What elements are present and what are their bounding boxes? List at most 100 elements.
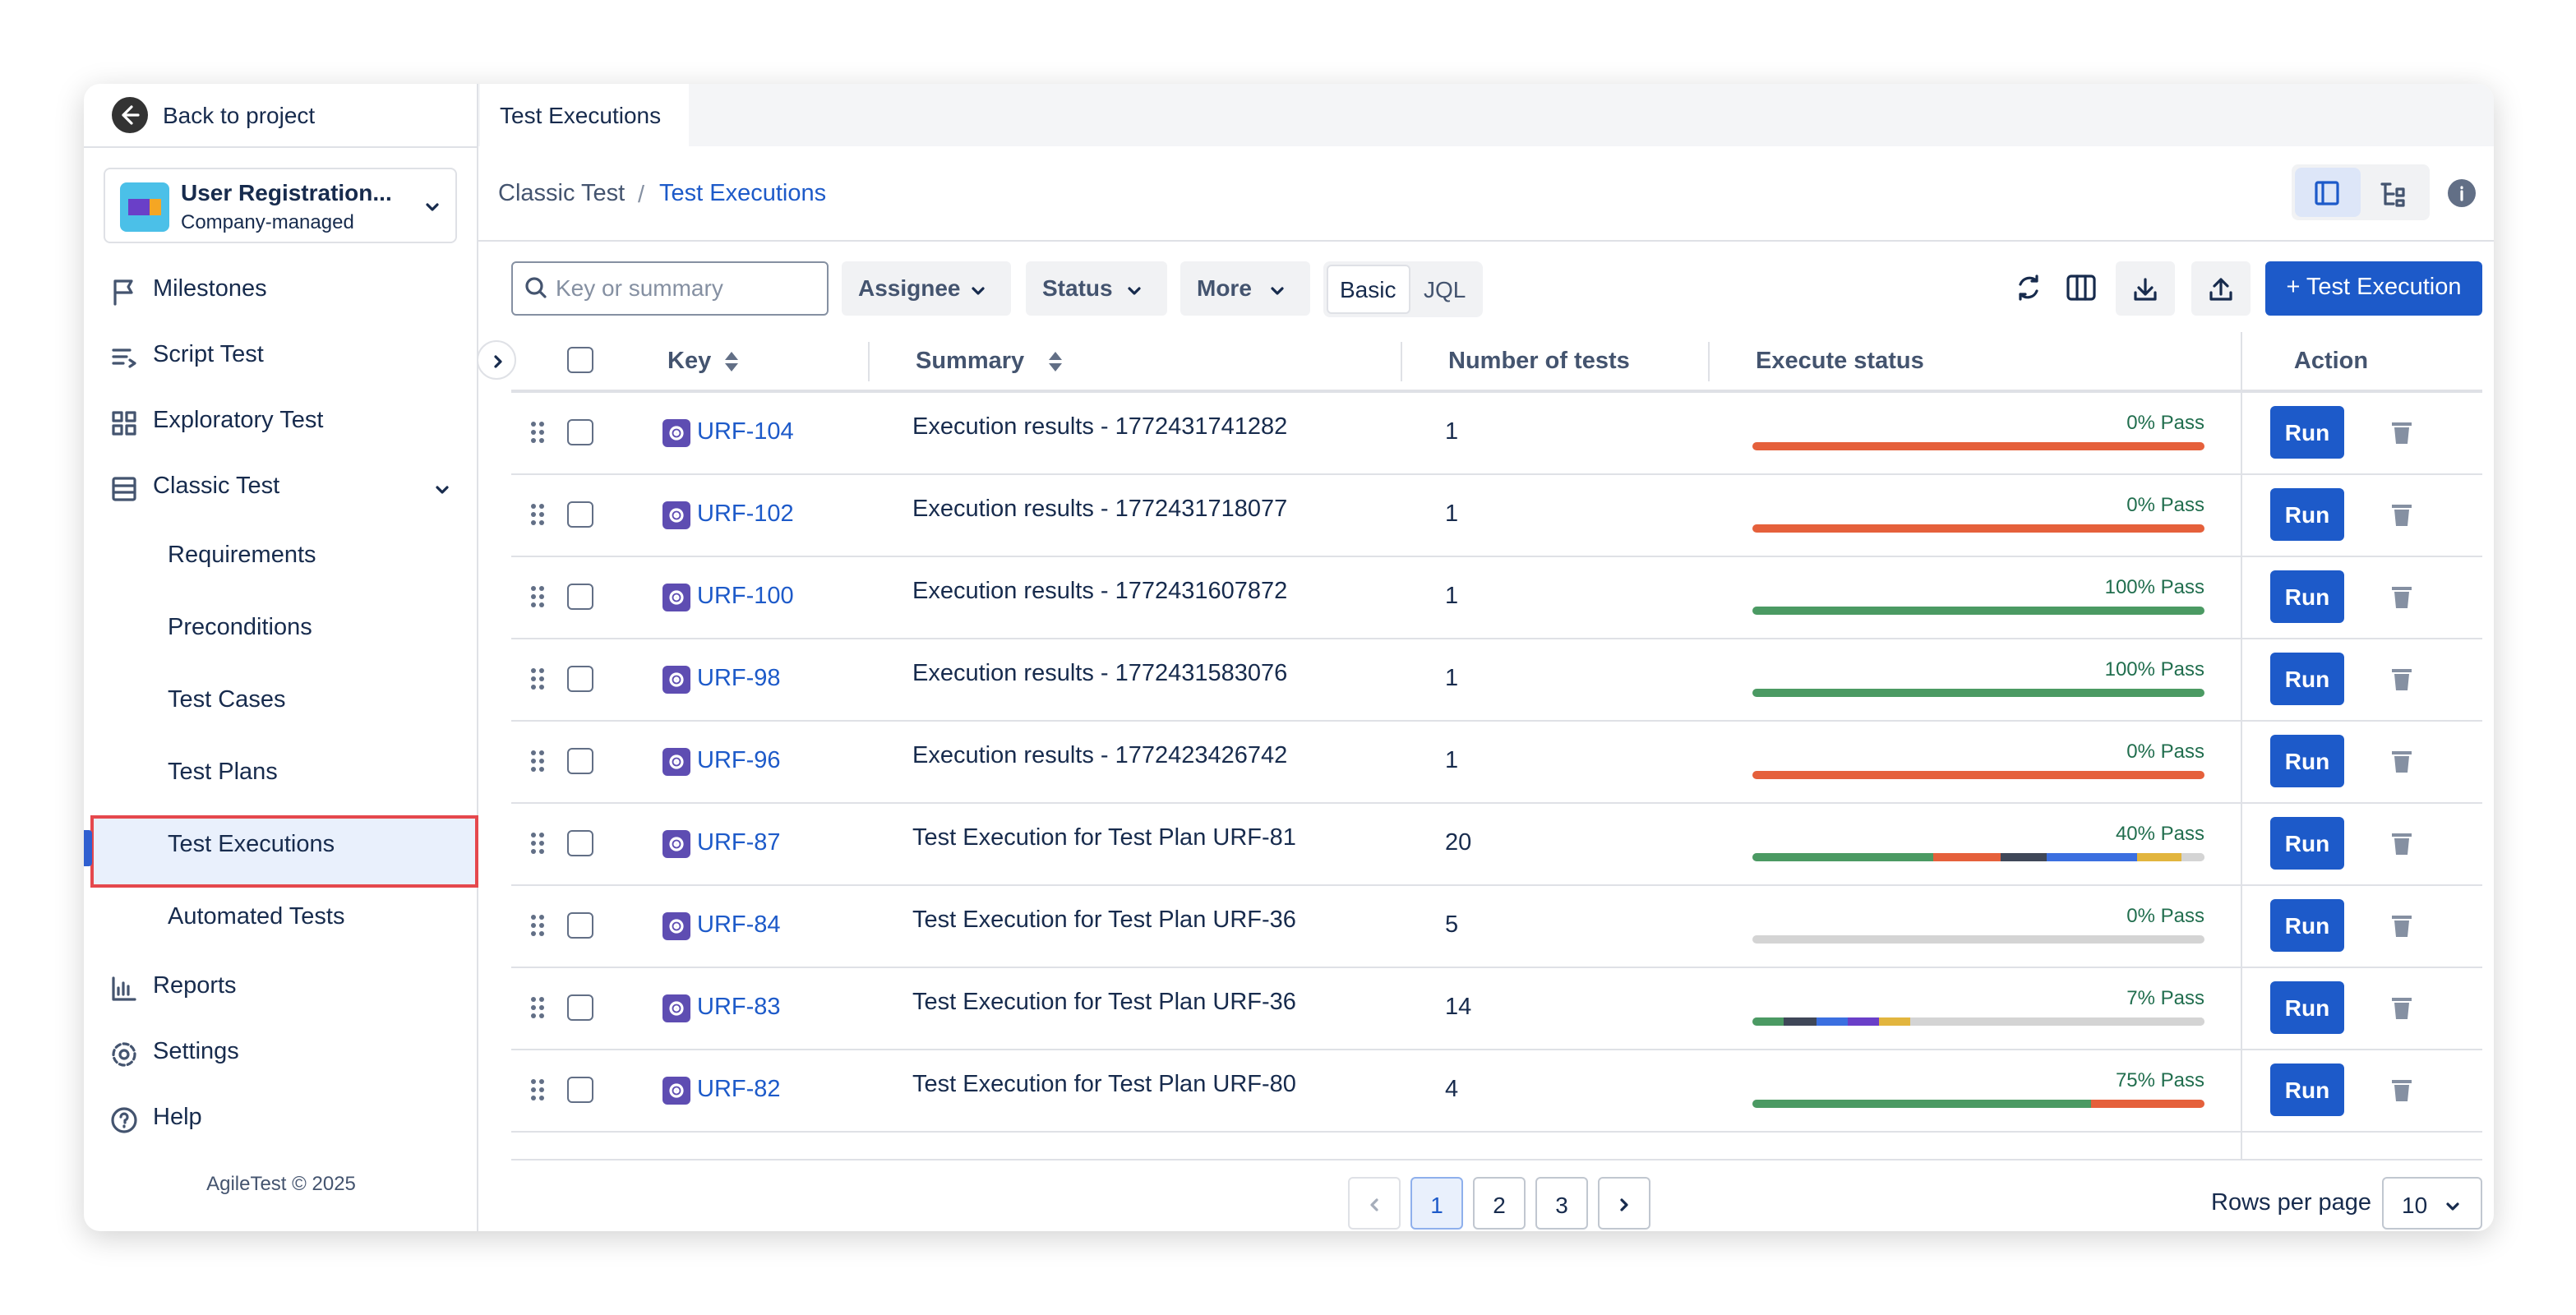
checkbox[interactable]	[567, 748, 593, 774]
nav-item[interactable]: Script Test	[153, 342, 264, 368]
project-selector[interactable]: User Registration... Company-managed	[104, 168, 457, 243]
issue-key[interactable]: URF-84	[697, 912, 781, 939]
sort-icon[interactable]	[723, 350, 740, 373]
summary: Test Execution for Test Plan URF-80	[912, 1072, 1296, 1098]
nav-subitem[interactable]: Automated Tests	[168, 904, 345, 930]
view-btn[interactable]	[2377, 179, 2407, 209]
page-button[interactable]: 1	[1410, 1177, 1463, 1230]
checkbox[interactable]	[567, 830, 593, 856]
filter-button[interactable]: More	[1180, 261, 1310, 316]
test-count: 1	[1445, 666, 1459, 692]
checkbox[interactable]	[567, 419, 593, 445]
column-header[interactable]: Key	[667, 348, 712, 375]
run-button[interactable]: Run	[2270, 899, 2344, 952]
nav-item[interactable]: Exploratory Test	[153, 408, 324, 434]
page-button[interactable]: 2	[1473, 1177, 1526, 1230]
delete-icon[interactable]	[2389, 748, 2415, 774]
run-label: Run	[2284, 912, 2330, 939]
expand-chevron	[432, 478, 452, 498]
checkbox[interactable]	[567, 912, 593, 939]
summary: Test Execution for Test Plan URF-36	[912, 990, 1296, 1016]
breadcrumb-item[interactable]: Test Executions	[659, 181, 827, 207]
row-border	[511, 884, 2482, 886]
issue-key[interactable]: URF-104	[697, 419, 794, 445]
nav-subitem[interactable]: Test Executions	[168, 832, 335, 858]
run-button[interactable]: Run	[2270, 406, 2344, 459]
run-button[interactable]: Run	[2270, 817, 2344, 870]
run-button[interactable]: Run	[2270, 735, 2344, 787]
nav-subitem[interactable]: Requirements	[168, 542, 316, 569]
issue-key[interactable]: URF-102	[697, 501, 794, 528]
delete-icon[interactable]	[2389, 1077, 2415, 1103]
delete-icon[interactable]	[2389, 419, 2415, 445]
view-btn[interactable]	[2295, 168, 2361, 217]
create-button[interactable]: + Test Execution	[2265, 261, 2482, 316]
delete-icon[interactable]	[2389, 666, 2415, 692]
back-link[interactable]: Back to project	[163, 102, 316, 128]
drag-handle	[529, 585, 546, 608]
issue-key[interactable]: URF-82	[697, 1077, 781, 1103]
status-bar	[1752, 689, 2204, 697]
issue-key[interactable]: URF-100	[697, 584, 794, 610]
summary: Test Execution for Test Plan URF-81	[912, 825, 1296, 851]
run-button[interactable]: Run	[2270, 570, 2344, 623]
checkbox[interactable]	[567, 994, 593, 1021]
nav-subitem[interactable]: Preconditions	[168, 615, 312, 641]
sort-icon[interactable]	[1047, 350, 1064, 373]
prev-page[interactable]	[1348, 1177, 1401, 1230]
nav-item[interactable]: Classic Test	[153, 473, 280, 500]
run-button[interactable]: Run	[2270, 981, 2344, 1034]
run-button[interactable]: Run	[2270, 653, 2344, 705]
refresh-icon[interactable]	[2012, 271, 2045, 304]
status-segment	[1752, 853, 1933, 861]
import-button[interactable]	[2191, 261, 2251, 316]
nav-item[interactable]: Settings	[153, 1039, 239, 1065]
issue-key[interactable]: URF-98	[697, 666, 781, 692]
next-page[interactable]	[1598, 1177, 1650, 1230]
checkbox[interactable]	[567, 584, 593, 610]
row-border	[511, 720, 2482, 722]
checkbox[interactable]	[567, 666, 593, 692]
issue-key[interactable]: URF-96	[697, 748, 781, 774]
issue-key[interactable]: URF-83	[697, 994, 781, 1021]
issue-icon	[662, 748, 690, 776]
active-marker	[84, 830, 92, 866]
delete-icon[interactable]	[2389, 584, 2415, 610]
column-header[interactable]: Summary	[916, 348, 1025, 375]
rows-per-page-select[interactable]: 10	[2382, 1177, 2482, 1230]
delete-icon[interactable]	[2389, 501, 2415, 528]
back-icon[interactable]	[112, 97, 148, 133]
filter-button[interactable]: Assignee	[842, 261, 1011, 316]
nav-item[interactable]: Help	[153, 1105, 202, 1131]
test-count: 1	[1445, 419, 1459, 445]
pass-label: 100% Pass	[2104, 575, 2204, 598]
delete-icon[interactable]	[2389, 994, 2415, 1021]
info-icon[interactable]	[2448, 179, 2476, 207]
nav-subitem[interactable]: Test Plans	[168, 759, 278, 786]
breadcrumb-item[interactable]: Classic Test	[498, 181, 626, 207]
nav-item[interactable]: Milestones	[153, 276, 267, 302]
checkbox[interactable]	[567, 347, 593, 373]
page-number: 2	[1493, 1192, 1506, 1218]
delete-icon[interactable]	[2389, 912, 2415, 939]
create-label: + Test Execution	[2286, 275, 2462, 301]
search-input[interactable]	[511, 261, 829, 316]
mode-btn[interactable]	[1327, 265, 1410, 314]
page-button[interactable]: 3	[1535, 1177, 1588, 1230]
tab[interactable]	[480, 84, 689, 146]
export-button[interactable]	[2116, 261, 2175, 316]
filter-button[interactable]: Status	[1026, 261, 1167, 316]
mode-label[interactable]: JQL	[1424, 276, 1466, 302]
status-segment	[1816, 1017, 1848, 1026]
mode-label[interactable]: Basic	[1340, 276, 1396, 302]
nav-item[interactable]: Reports	[153, 973, 237, 999]
nav-subitem[interactable]: Test Cases	[168, 687, 286, 713]
issue-key[interactable]: URF-87	[697, 830, 781, 856]
delete-icon[interactable]	[2389, 830, 2415, 856]
checkbox[interactable]	[567, 1077, 593, 1103]
run-button[interactable]: Run	[2270, 1064, 2344, 1116]
checkbox[interactable]	[567, 501, 593, 528]
columns-icon[interactable]	[2065, 271, 2098, 304]
run-button[interactable]: Run	[2270, 488, 2344, 541]
collapse-toggle[interactable]	[477, 340, 516, 380]
